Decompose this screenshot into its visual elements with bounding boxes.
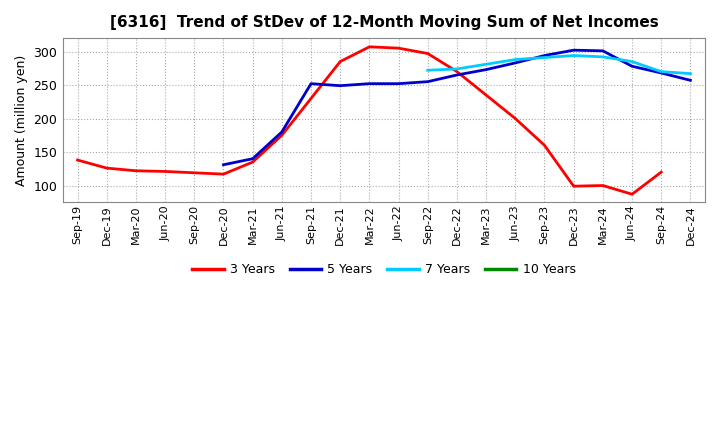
3 Years [307,96,315,101]
7 Years [686,71,695,76]
7 Years [657,69,665,74]
5 Years [219,162,228,167]
3 Years [628,191,636,197]
3 Years [453,69,462,74]
7 Years [540,55,549,60]
3 Years [277,132,286,138]
5 Years [598,48,607,54]
5 Years [511,60,520,66]
7 Years [628,59,636,64]
3 Years [511,116,520,121]
5 Years [570,48,578,53]
Title: [6316]  Trend of StDev of 12-Month Moving Sum of Net Incomes: [6316] Trend of StDev of 12-Month Moving… [109,15,658,30]
3 Years [336,59,345,64]
5 Years [248,156,257,161]
3 Years [190,170,199,176]
7 Years [570,53,578,58]
3 Years [365,44,374,49]
5 Years [365,81,374,86]
3 Years [540,143,549,148]
7 Years [453,66,462,72]
3 Years [570,183,578,189]
7 Years [423,68,432,73]
3 Years [132,168,140,173]
Legend: 3 Years, 5 Years, 7 Years, 10 Years: 3 Years, 5 Years, 7 Years, 10 Years [187,258,580,282]
5 Years [395,81,403,86]
Y-axis label: Amount (million yen): Amount (million yen) [15,55,28,186]
Line: 7 Years: 7 Years [428,55,690,73]
3 Years [102,165,111,171]
5 Years [657,70,665,76]
3 Years [395,45,403,51]
Line: 3 Years: 3 Years [78,47,661,194]
5 Years [336,83,345,88]
3 Years [482,92,490,98]
3 Years [423,51,432,56]
3 Years [598,183,607,188]
5 Years [540,53,549,58]
5 Years [277,129,286,135]
5 Years [686,78,695,83]
5 Years [307,81,315,86]
5 Years [423,79,432,84]
3 Years [657,169,665,175]
3 Years [248,159,257,165]
7 Years [482,62,490,67]
7 Years [511,57,520,62]
7 Years [598,54,607,59]
5 Years [628,64,636,69]
3 Years [219,172,228,177]
5 Years [482,67,490,72]
5 Years [453,72,462,77]
Line: 5 Years: 5 Years [223,50,690,165]
3 Years [73,158,82,163]
3 Years [161,169,169,174]
